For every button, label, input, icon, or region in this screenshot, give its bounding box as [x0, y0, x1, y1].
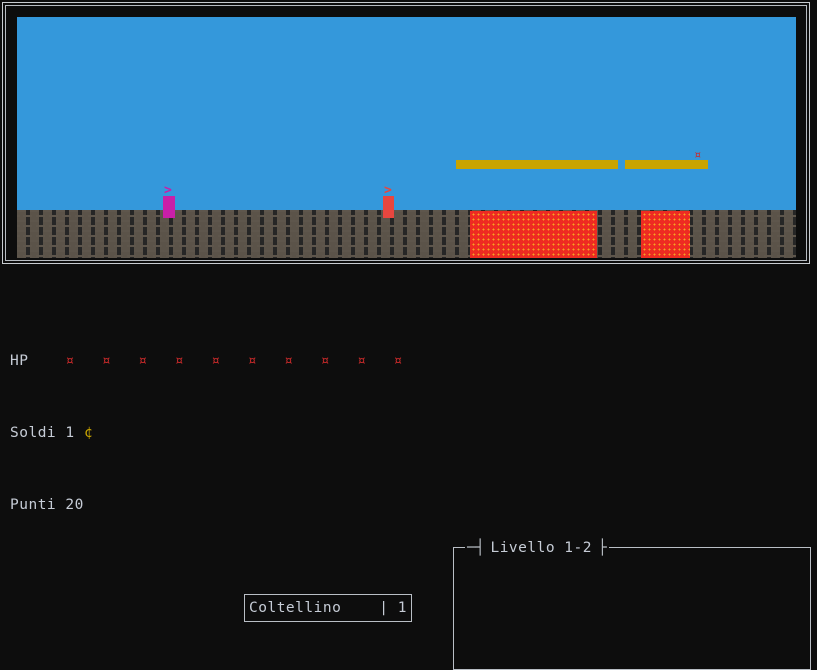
ground-brick-row	[17, 215, 796, 217]
hp-spacer	[28, 353, 65, 369]
enemy-body[interactable]	[383, 196, 394, 218]
player-body[interactable]	[163, 196, 175, 218]
ground-brick-row	[17, 240, 796, 242]
level-title: Livello 1-2	[490, 540, 592, 556]
player-stats: HP ¤ ¤ ¤ ¤ ¤ ¤ ¤ ¤ ¤ ¤ Soldi 1 ¢ Punti 2…	[10, 316, 412, 550]
points-stat-line: Punti 20	[10, 496, 412, 514]
ground-brick-row	[17, 250, 796, 252]
inventory-count: 1	[397, 600, 407, 616]
hp-stat-line: HP ¤ ¤ ¤ ¤ ¤ ¤ ¤ ¤ ¤ ¤	[10, 352, 412, 370]
inventory-quantity: | 1	[379, 599, 407, 617]
money-label: Soldi	[10, 425, 57, 441]
money-spacer	[56, 425, 65, 441]
ground-brick-row	[17, 210, 796, 212]
points-value: 20	[65, 497, 84, 513]
red-block-small	[641, 211, 690, 258]
level-panel-border	[453, 547, 811, 670]
game-viewport-frame-inner: ¤ > >	[5, 5, 807, 261]
hp-pips: ¤ ¤ ¤ ¤ ¤ ¤ ¤ ¤ ¤ ¤	[65, 353, 412, 369]
points-label: Punti	[10, 497, 57, 513]
inventory-item-name: Coltellino	[249, 600, 342, 616]
ground-brick-row	[17, 245, 796, 247]
pickup-item-icon[interactable]: ¤	[694, 148, 702, 162]
level-bracket-right-icon: ├	[598, 540, 607, 556]
game-viewport[interactable]: ¤ > >	[8, 8, 804, 258]
ground-brick-row	[17, 255, 796, 257]
level-panel: ─┤ Livello 1-2 ├	[453, 539, 811, 670]
inventory-separator: |	[379, 600, 389, 616]
sky-background	[17, 17, 796, 210]
player-head-icon: >	[164, 183, 172, 198]
game-viewport-frame: ¤ > >	[2, 2, 810, 264]
hp-label: HP	[10, 353, 29, 369]
ground-brick-rows	[17, 210, 796, 258]
money-stat-line: Soldi 1 ¢	[10, 424, 412, 442]
level-bracket-left-icon: ─┤	[467, 540, 485, 556]
hud-panel: HP ¤ ¤ ¤ ¤ ¤ ¤ ¤ ¤ ¤ ¤ Soldi 1 ¢ Punti 2…	[0, 266, 817, 670]
inventory-row[interactable]: Coltellino | 1	[249, 599, 407, 617]
ground-brick-row	[17, 235, 796, 237]
enemy-head-icon: >	[384, 183, 392, 198]
ground-brick-row	[17, 230, 796, 232]
yellow-platform-right	[625, 160, 708, 169]
yellow-platform-left	[456, 160, 618, 169]
ground-brick-row	[17, 225, 796, 227]
points-spacer	[56, 497, 65, 513]
money-value: 1	[65, 425, 75, 441]
money-spacer-2	[75, 425, 84, 441]
coin-icon: ¢	[83, 425, 94, 441]
level-title-wrap: ─┤ Livello 1-2 ├	[465, 539, 609, 557]
ground-brick-row	[17, 220, 796, 222]
red-block-large	[470, 211, 597, 258]
inventory-box[interactable]: Coltellino | 1	[244, 594, 412, 622]
